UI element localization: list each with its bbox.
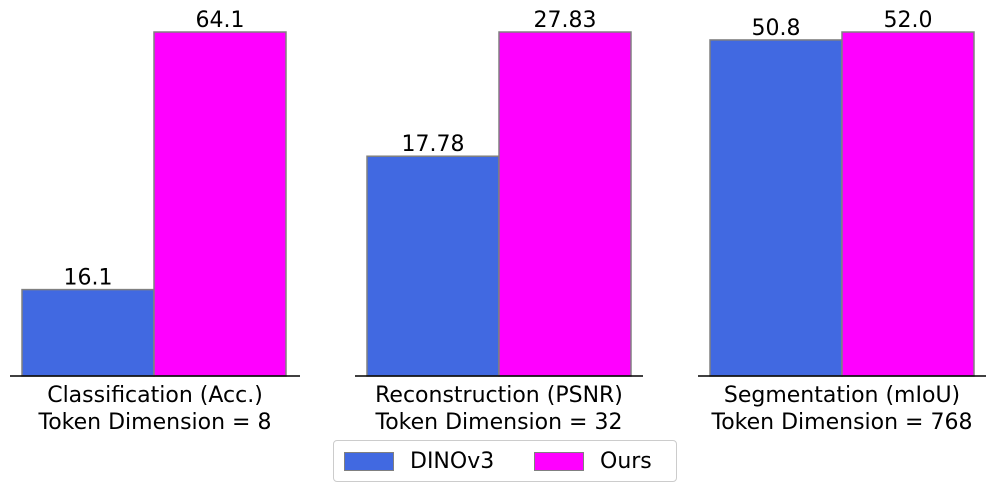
value-label-segmentation-dinov3: 50.8 [752,16,801,41]
legend-item-ours: Ours [534,441,652,481]
legend: DINOv3 Ours [333,440,677,482]
legend-swatch-ours [534,451,584,471]
xlabel-segmentation-line2: Token Dimension = 768 [711,410,973,435]
bar-classification-dinov3 [21,288,155,377]
value-label-classification-ours: 64.1 [196,8,245,33]
value-label-segmentation-ours: 52.0 [884,8,933,33]
xlabel-reconstruction-line2: Token Dimension = 32 [375,410,623,435]
legend-swatch-dinov3 [344,451,394,471]
xlabel-reconstruction-line1: Reconstruction (PSNR) [375,383,623,408]
xlabel-segmentation-line1: Segmentation (mIoU) [724,383,960,408]
xlabel-classification-line1: Classification (Acc.) [47,383,263,408]
bar-segmentation-ours [841,31,975,377]
bar-classification-ours [153,31,287,377]
bar-reconstruction-dinov3 [366,155,500,377]
value-label-classification-dinov3: 16.1 [64,266,113,291]
legend-label-ours: Ours [600,448,652,474]
bar-segmentation-dinov3 [709,39,843,377]
legend-item-dinov3: DINOv3 [344,441,494,481]
legend-label-dinov3: DINOv3 [410,448,495,474]
value-label-reconstruction-dinov3: 17.78 [402,132,465,157]
xlabel-classification-line2: Token Dimension = 8 [38,410,272,435]
value-label-reconstruction-ours: 27.83 [534,8,597,33]
bar-reconstruction-ours [498,31,632,377]
